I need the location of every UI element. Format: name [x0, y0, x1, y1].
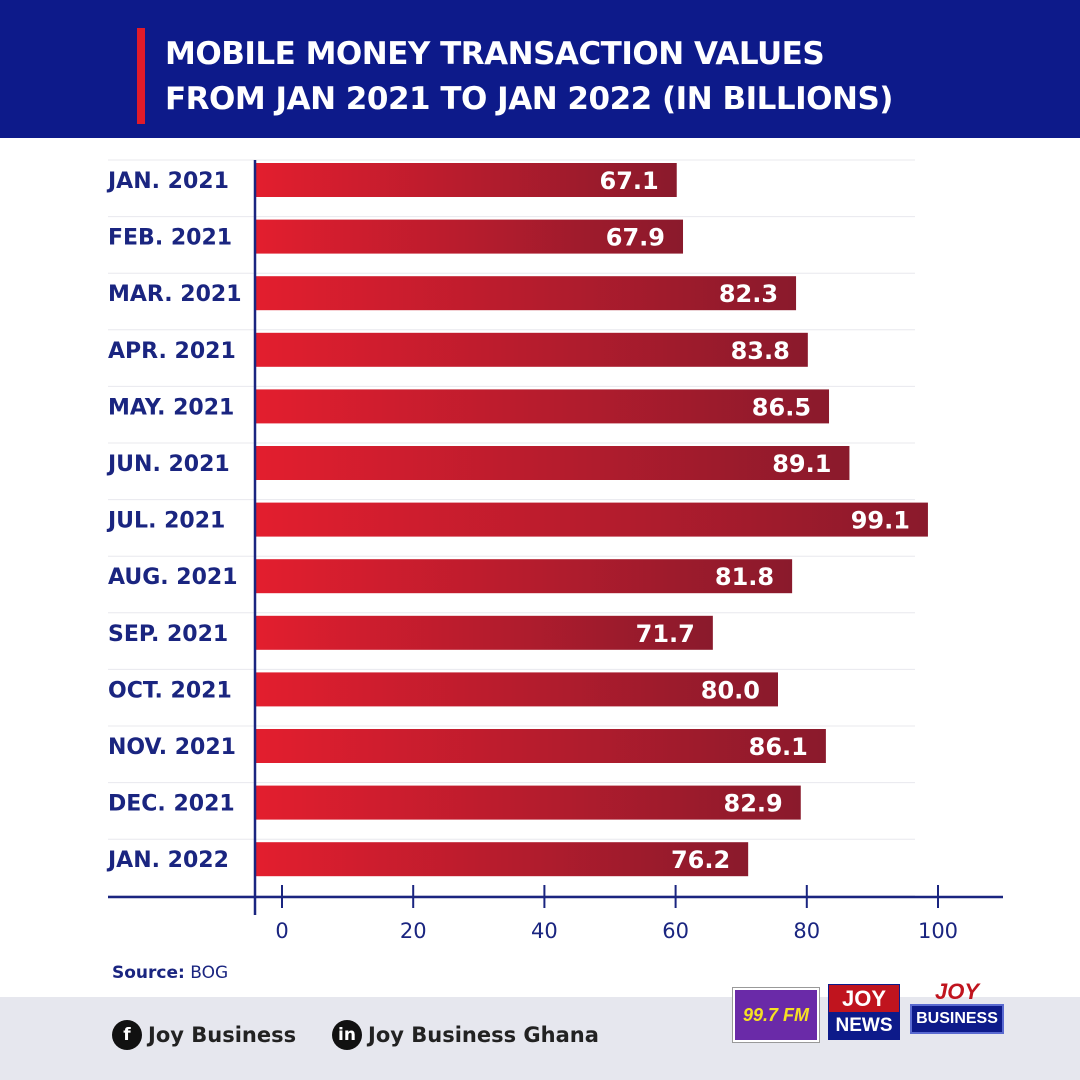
bar — [255, 729, 826, 763]
bar — [255, 332, 808, 367]
bar — [255, 446, 850, 480]
bar — [255, 389, 830, 424]
data-label: 76.2 — [671, 846, 730, 874]
bar — [255, 785, 801, 820]
bar — [255, 615, 713, 650]
title-line-1: MOBILE MONEY TRANSACTION VALUES — [165, 36, 825, 72]
linkedin-label: Joy Business Ghana — [368, 1023, 599, 1047]
bar — [255, 559, 793, 594]
category-label: AUG. 2021 — [108, 565, 238, 590]
category-label: NOV. 2021 — [108, 735, 236, 760]
data-label: 99.1 — [851, 507, 910, 535]
joy-business-logo: JOY BUSINESS — [910, 980, 1004, 1040]
category-label: SEP. 2021 — [108, 622, 228, 647]
category-label: APR. 2021 — [108, 339, 236, 364]
bar — [255, 672, 778, 707]
title-line-2: FROM JAN 2021 TO JAN 2022 (IN BILLIONS) — [165, 81, 893, 117]
data-label: 82.9 — [724, 790, 783, 818]
data-label: 67.9 — [606, 224, 665, 252]
joy-news-logo: JOY NEWS — [828, 984, 900, 1040]
category-label: FEB. 2021 — [108, 226, 232, 251]
data-label: 86.1 — [749, 733, 808, 761]
category-label: MAY. 2021 — [108, 395, 234, 420]
x-tick-label: 20 — [400, 919, 427, 943]
category-label: JAN. 2022 — [106, 848, 229, 873]
category-label: OCT. 2021 — [108, 678, 232, 703]
facebook-label: Joy Business — [148, 1023, 297, 1047]
data-label: 67.1 — [600, 167, 659, 195]
linkedin-link[interactable]: in Joy Business Ghana — [332, 1020, 599, 1050]
data-label: 89.1 — [772, 450, 831, 478]
bar — [255, 163, 677, 197]
bar — [255, 502, 928, 537]
facebook-icon: f — [112, 1020, 142, 1050]
data-label: 71.7 — [636, 620, 695, 648]
bar — [255, 842, 749, 877]
linkedin-icon: in — [332, 1020, 362, 1050]
category-label: JUN. 2021 — [106, 452, 230, 477]
x-tick-label: 0 — [275, 919, 288, 943]
category-label: DEC. 2021 — [108, 792, 235, 817]
category-label: JAN. 2021 — [106, 169, 229, 194]
category-label: MAR. 2021 — [108, 282, 242, 307]
joy-fm-logo: 99.7 FM — [732, 987, 820, 1043]
data-label: 86.5 — [752, 393, 811, 421]
source-note: Source: BOG — [112, 963, 228, 983]
source-label: Source: — [112, 963, 185, 983]
x-tick-label: 40 — [531, 919, 558, 943]
bar-chart: JAN. 2021 67.1 FEB. 2021 67.9 MAR. 2021 82.3 A… — [106, 159, 1003, 943]
data-label: 83.8 — [731, 337, 790, 365]
header: MOBILE MONEY TRANSACTION VALUES FROM JAN… — [0, 0, 1080, 138]
x-tick-label: 80 — [793, 919, 820, 943]
bar — [255, 276, 797, 311]
data-label: 82.3 — [719, 280, 778, 308]
x-tick-label: 60 — [662, 919, 689, 943]
data-label: 81.8 — [715, 563, 774, 591]
category-label: JUL. 2021 — [106, 509, 225, 534]
facebook-link[interactable]: f Joy Business — [112, 1020, 296, 1050]
footer — [0, 997, 1080, 1080]
x-tick-label: 100 — [918, 919, 958, 943]
chart-title: MOBILE MONEY TRANSACTION VALUES FROM JAN… — [165, 32, 893, 122]
title-accent — [137, 28, 145, 124]
bar — [255, 219, 684, 254]
data-label: 80.0 — [701, 676, 760, 704]
source-value: BOG — [190, 963, 229, 983]
